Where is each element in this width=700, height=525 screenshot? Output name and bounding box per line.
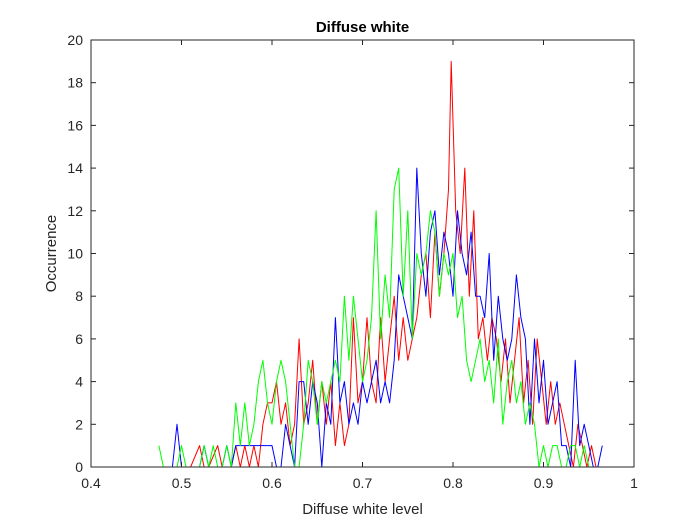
- y-tick-label: 0: [75, 459, 83, 475]
- x-tick-label: 0.5: [172, 475, 192, 491]
- series-line-2: [158, 167, 603, 468]
- y-tick-label: 18: [67, 75, 83, 91]
- series-line-3: [158, 167, 590, 468]
- x-tick-label: 1: [630, 475, 638, 491]
- y-tick-label: 8: [75, 288, 83, 304]
- y-tick-label: 10: [67, 246, 83, 262]
- x-tick-label: 0.8: [443, 475, 463, 491]
- y-tick-label: 12: [67, 203, 83, 219]
- x-tick-label: 0.7: [353, 475, 373, 491]
- y-tick-label: 16: [67, 117, 83, 133]
- x-tick-label: 0.4: [81, 475, 101, 491]
- y-tick-label: 14: [67, 160, 83, 176]
- x-axis-label: Diffuse white level: [302, 501, 423, 518]
- y-tick-label: 2: [75, 416, 83, 432]
- y-axis-label: Occurrence: [43, 215, 60, 293]
- x-tick-label: 0.6: [262, 475, 282, 491]
- x-tick-label: 0.9: [534, 475, 554, 491]
- chart-title: Diffuse white: [316, 19, 409, 36]
- y-tick-label: 4: [75, 374, 83, 390]
- y-tick-label: 6: [75, 331, 83, 347]
- y-tick-label: 20: [67, 32, 83, 48]
